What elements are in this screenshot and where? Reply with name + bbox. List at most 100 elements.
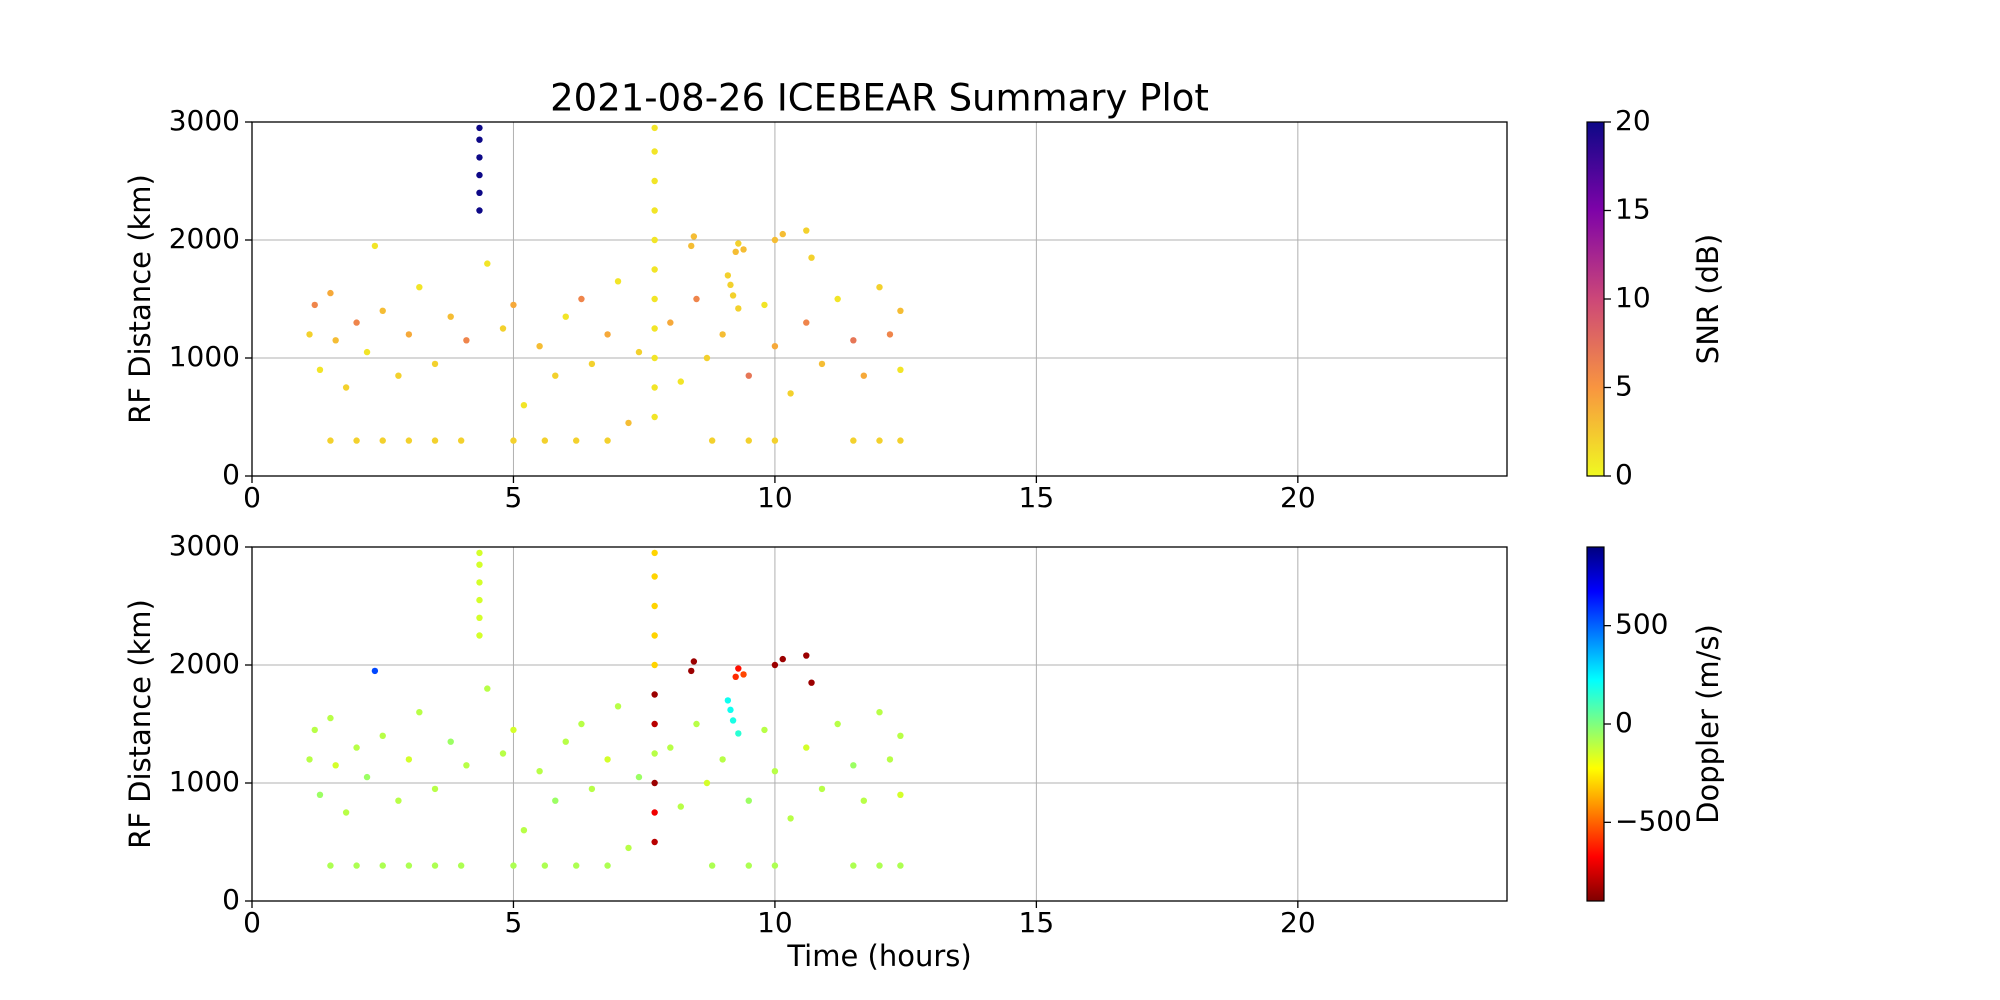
point — [850, 862, 857, 869]
point — [886, 756, 894, 763]
point — [311, 726, 318, 734]
point — [332, 762, 339, 769]
point — [745, 862, 752, 869]
point — [735, 665, 742, 672]
point — [897, 307, 904, 314]
point — [476, 579, 483, 586]
point — [431, 437, 439, 444]
point — [850, 437, 857, 444]
point — [405, 437, 413, 444]
point — [416, 709, 423, 716]
point — [761, 726, 768, 734]
point — [457, 862, 465, 869]
point — [573, 862, 580, 869]
colorbar — [1586, 546, 1605, 902]
point — [667, 744, 674, 751]
y-tick-label: 1000 — [169, 340, 240, 373]
point — [635, 773, 643, 781]
point — [476, 154, 483, 161]
colorbar-tick-label: 0 — [1615, 706, 1633, 739]
point — [677, 803, 684, 810]
point — [732, 673, 739, 680]
point — [651, 177, 658, 185]
point — [379, 307, 386, 314]
point — [724, 697, 732, 704]
point — [395, 372, 402, 379]
point — [771, 768, 779, 775]
point — [651, 720, 658, 728]
point — [727, 281, 734, 289]
point — [735, 305, 742, 312]
point — [876, 437, 883, 444]
point — [876, 284, 883, 291]
point — [729, 717, 737, 724]
x-tick-label: 15 — [1019, 906, 1055, 939]
point — [708, 437, 716, 444]
point — [562, 313, 569, 320]
x-tick-label: 0 — [243, 906, 261, 939]
point — [625, 419, 632, 427]
point — [588, 785, 596, 793]
point — [651, 549, 658, 557]
point — [405, 862, 413, 869]
x-tick-label: 5 — [505, 481, 523, 514]
point — [735, 240, 742, 247]
point — [860, 797, 868, 804]
point — [379, 437, 386, 444]
point — [476, 189, 483, 196]
point — [604, 331, 611, 338]
x-tick-label: 10 — [757, 481, 793, 514]
point — [651, 236, 658, 244]
point — [761, 301, 768, 309]
point — [604, 756, 611, 763]
point — [578, 720, 585, 728]
point — [651, 632, 658, 639]
point — [735, 730, 742, 737]
point — [541, 862, 549, 869]
point — [719, 331, 726, 338]
point — [897, 791, 904, 798]
point — [614, 703, 622, 710]
point — [353, 862, 360, 869]
point — [520, 402, 528, 409]
point — [808, 254, 815, 261]
point — [342, 384, 350, 391]
point — [499, 325, 507, 332]
point — [476, 207, 483, 214]
point — [476, 171, 483, 179]
colorbar-tick-label: 10 — [1615, 281, 1651, 314]
point — [693, 720, 700, 728]
point — [651, 413, 658, 421]
colorbar-tick-label: 15 — [1615, 193, 1651, 226]
point — [897, 732, 904, 739]
point — [897, 862, 904, 869]
point — [306, 756, 313, 763]
point — [573, 437, 580, 444]
point — [651, 384, 658, 391]
colorbar-label: SNR (dB) — [1691, 234, 1725, 364]
point — [316, 791, 324, 798]
point — [703, 354, 711, 362]
point — [552, 372, 559, 379]
point — [604, 862, 611, 869]
point — [745, 372, 752, 379]
point — [316, 366, 324, 373]
point — [306, 331, 313, 338]
point — [651, 691, 658, 698]
point — [779, 655, 786, 663]
point — [651, 838, 658, 846]
point — [771, 236, 779, 244]
point — [719, 756, 726, 763]
point — [808, 679, 815, 686]
point — [379, 862, 386, 869]
point — [651, 325, 658, 332]
point — [379, 732, 386, 739]
point — [677, 378, 684, 385]
chart-title: 2021-08-26 ICEBEAR Summary Plot — [550, 77, 1209, 120]
point — [578, 295, 585, 303]
point — [803, 227, 810, 234]
x-axis-label: Time (hours) — [786, 939, 971, 973]
point — [860, 372, 868, 379]
